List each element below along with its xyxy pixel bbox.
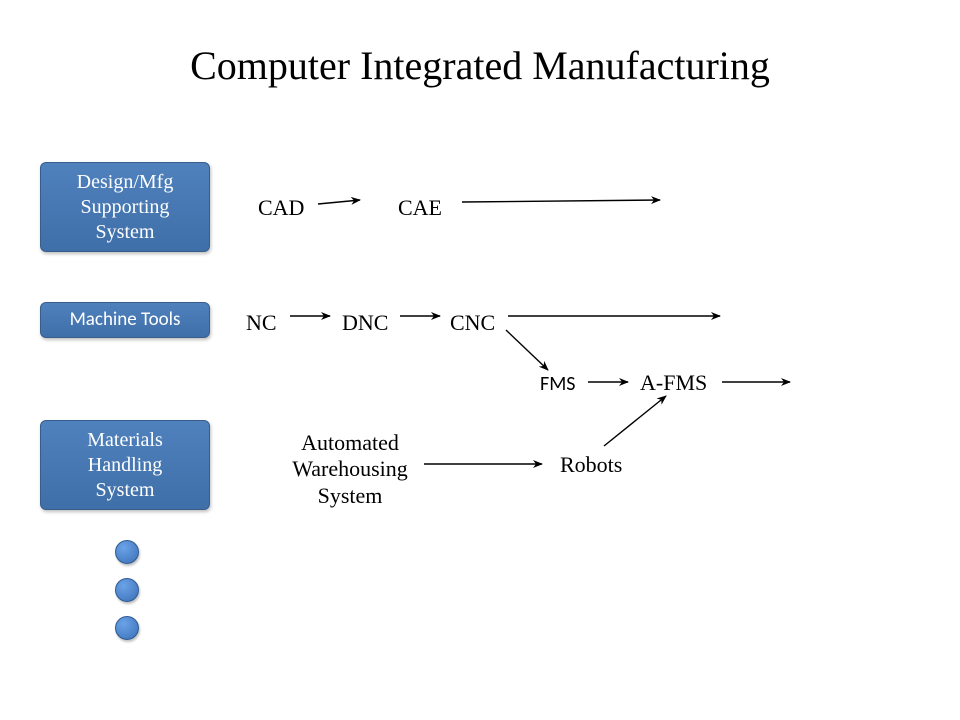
node-robots: Robots (560, 452, 622, 478)
node-aws: Automated Warehousing System (270, 430, 430, 509)
node-nc: NC (246, 310, 277, 336)
arrow-cad-to-cae (318, 200, 360, 204)
box-label-design-mfg: Design/Mfg Supporting System (77, 170, 174, 245)
box-label-materials-handling: Materials Handling System (87, 428, 163, 503)
node-afms: A-FMS (640, 370, 707, 396)
node-cae: CAE (398, 195, 442, 221)
box-label-machine-tools: Machine Tools (70, 308, 181, 332)
node-fms: FMS (540, 372, 575, 396)
box-machine-tools: Machine Tools (40, 302, 210, 338)
node-dnc: DNC (342, 310, 388, 336)
arrow-cnc-to-fms (506, 330, 548, 370)
page-title: Computer Integrated Manufacturing (0, 42, 960, 89)
box-materials-handling: Materials Handling System (40, 420, 210, 510)
title-text: Computer Integrated Manufacturing (190, 43, 770, 88)
ellipsis-dot-1 (115, 540, 139, 564)
ellipsis-dot-2 (115, 578, 139, 602)
ellipsis-dot-3 (115, 616, 139, 640)
arrow-robots-to-afms (604, 396, 666, 446)
arrow-cae-out (462, 200, 660, 202)
node-cad: CAD (258, 195, 304, 221)
box-design-mfg: Design/Mfg Supporting System (40, 162, 210, 252)
node-cnc: CNC (450, 310, 495, 336)
arrows-layer (0, 0, 960, 720)
